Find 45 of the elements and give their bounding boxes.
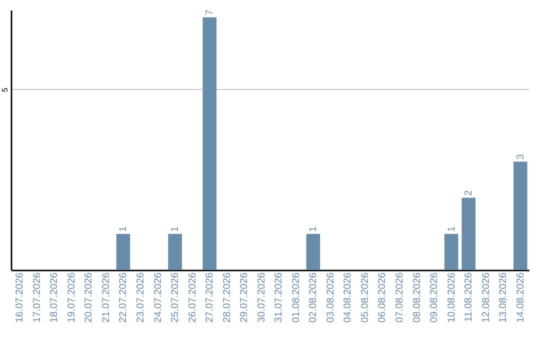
x-tick-label: 08.08.2026 bbox=[412, 272, 423, 323]
x-tick-label: 30.07.2026 bbox=[256, 272, 268, 323]
x-tick-label: 02.08.2026 bbox=[308, 272, 320, 323]
x-tick-label: 29.07.2026 bbox=[239, 272, 250, 323]
data-label: 1 bbox=[446, 226, 458, 232]
y-tick-label: 5 bbox=[0, 87, 10, 92]
x-tick-label: 22.07.2026 bbox=[118, 272, 130, 323]
x-tick-label: 25.07.2026 bbox=[170, 272, 182, 323]
data-label: 3 bbox=[515, 154, 526, 160]
x-tick-label: 01.08.2026 bbox=[290, 272, 302, 323]
x-tick-label: 19.07.2026 bbox=[66, 272, 78, 323]
x-tick-label: 06.08.2026 bbox=[377, 272, 388, 323]
data-label: 1 bbox=[170, 226, 182, 232]
x-tick-label: 28.07.2026 bbox=[222, 272, 233, 323]
x-tick-label: 18.07.2026 bbox=[49, 272, 60, 323]
x-tick-label: 24.07.2026 bbox=[152, 272, 164, 323]
data-label: 1 bbox=[308, 226, 320, 232]
data-label: 7 bbox=[204, 9, 216, 16]
x-tick-label: 21.07.2026 bbox=[100, 272, 112, 323]
data-label: 1 bbox=[118, 226, 130, 232]
bar bbox=[168, 234, 182, 270]
x-tick-label: 31.07.2026 bbox=[274, 272, 285, 323]
x-tick-label: 03.08.2026 bbox=[325, 272, 336, 323]
x-tick-label: 20.07.2026 bbox=[84, 272, 95, 323]
x-tick-label: 14.08.2026 bbox=[515, 272, 526, 323]
x-tick-label: 05.08.2026 bbox=[360, 272, 371, 323]
x-tick-label: 27.07.2026 bbox=[204, 272, 216, 323]
bar bbox=[444, 234, 458, 270]
x-tick-label: 07.08.2026 bbox=[394, 272, 406, 323]
bar bbox=[202, 17, 216, 270]
x-tick-label: 12.08.2026 bbox=[480, 272, 492, 323]
x-tick-label: 13.08.2026 bbox=[498, 272, 510, 323]
data-label: 2 bbox=[464, 190, 475, 196]
bar bbox=[462, 198, 476, 270]
bar bbox=[513, 162, 528, 270]
x-tick-label: 09.08.2026 bbox=[429, 272, 440, 323]
x-tick-label: 04.08.2026 bbox=[342, 272, 354, 323]
x-tick-label: 10.08.2026 bbox=[446, 272, 458, 323]
bar bbox=[116, 234, 130, 270]
x-tick-label: 26.07.2026 bbox=[187, 272, 198, 323]
x-tick-label: 17.07.2026 bbox=[32, 272, 43, 323]
bar bbox=[306, 234, 320, 270]
x-tick-label: 11.08.2026 bbox=[464, 272, 475, 322]
x-tick-label: 23.07.2026 bbox=[136, 272, 146, 323]
x-tick-label: 16.07.2026 bbox=[14, 272, 26, 323]
